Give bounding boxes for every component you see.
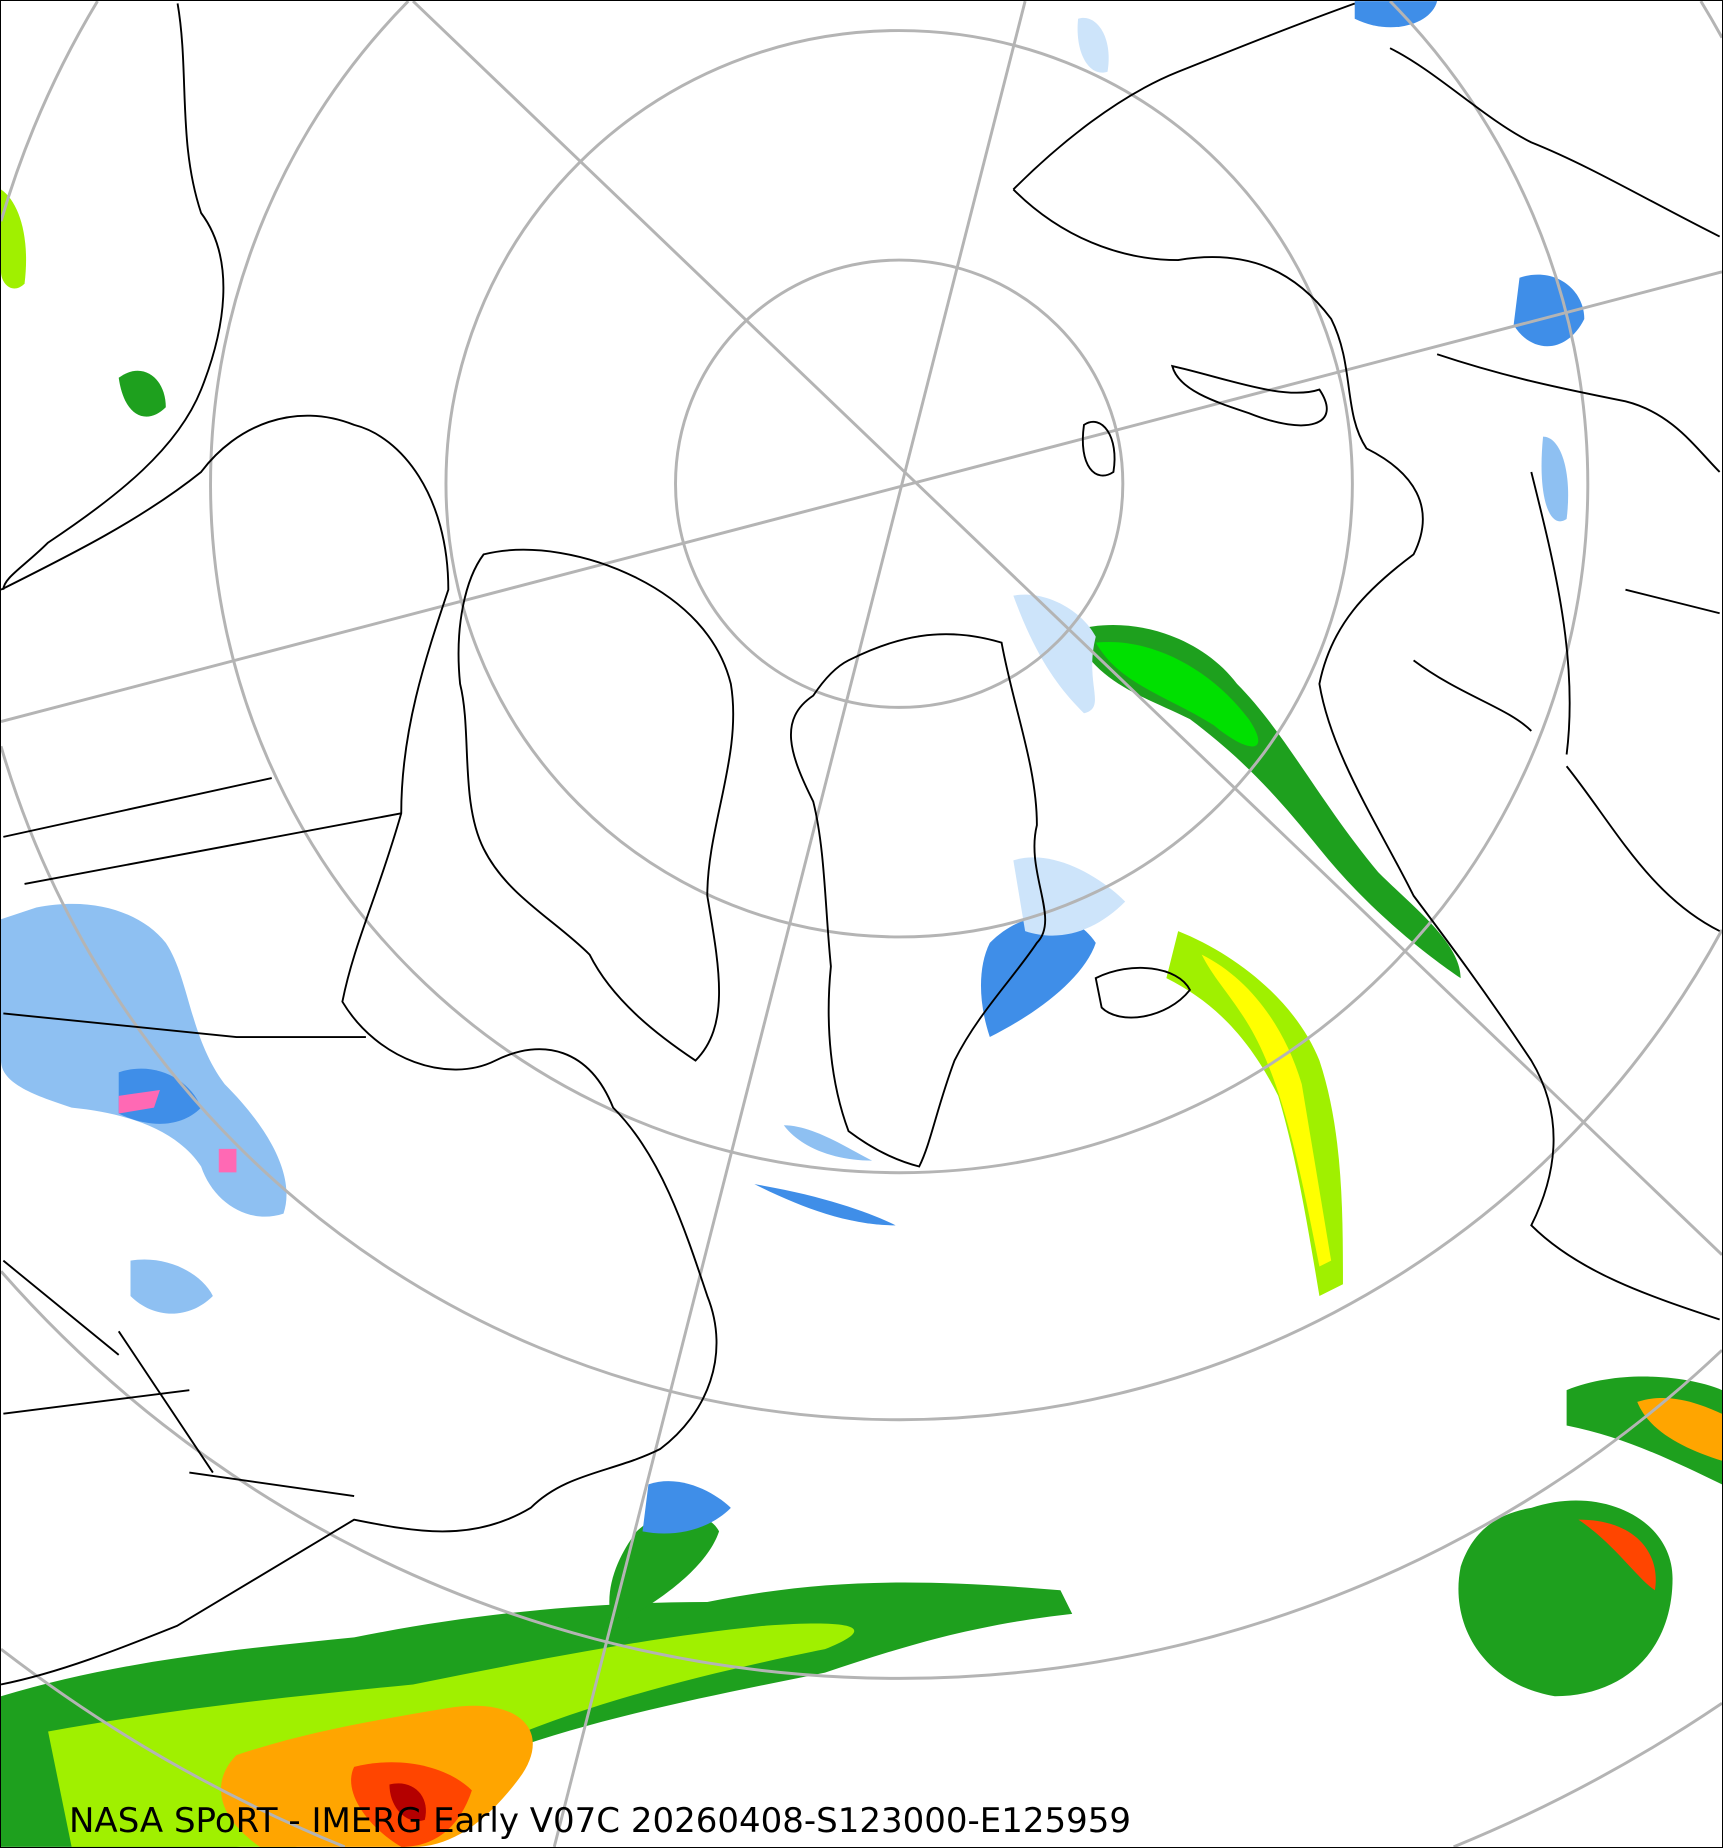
meridian-line xyxy=(411,1,1722,1256)
precip-michigan xyxy=(130,1259,213,1314)
meridian-line xyxy=(552,1,1027,1847)
greenland-coast xyxy=(790,633,1047,1168)
precip-greenland-northeast xyxy=(1013,594,1096,714)
precip-russia-light xyxy=(1541,436,1569,522)
coastlines xyxy=(1,2,1721,1686)
precip-north-atlantic-band xyxy=(1072,625,1461,979)
precip-atlantic-south-intense xyxy=(389,1783,426,1821)
north-america-coast xyxy=(1,414,718,1686)
latitude-circle xyxy=(1,1,1722,1422)
precip-siberia xyxy=(1354,1,1438,28)
novaya-zemlya-coast xyxy=(1170,364,1328,427)
precip-russia-snow xyxy=(1513,274,1585,347)
precip-east-atlantic-cyclone-core xyxy=(1578,1519,1656,1591)
precip-pacific-west xyxy=(1,189,27,289)
precip-north-atlantic-core xyxy=(1095,642,1259,747)
latitude-circle xyxy=(209,1,1590,1175)
alaska-coast xyxy=(2,3,225,590)
precip-great-lakes-mixed xyxy=(118,1089,160,1114)
precip-great-lakes-mixed-2 xyxy=(218,1148,237,1173)
precip-pacific-aleutian xyxy=(118,370,166,417)
meridian-line xyxy=(1,270,1722,723)
precip-cyclone-arc-core xyxy=(1201,954,1332,1267)
eurasia-coast xyxy=(1012,2,1720,1321)
precip-greenland-east-light xyxy=(1013,857,1126,936)
latitude-circle xyxy=(1,1270,1722,1680)
precip-east-atlantic-cyclone xyxy=(1458,1500,1673,1697)
precip-iberia-core xyxy=(1637,1397,1722,1461)
precip-labrador-sea-light xyxy=(783,1125,873,1161)
iceland-coast xyxy=(1094,967,1192,1019)
europe-borders xyxy=(1389,47,1721,932)
precip-labrador-sea-streak xyxy=(754,1184,896,1226)
latitude-circle xyxy=(444,29,1354,939)
us-state-borders xyxy=(2,777,402,1498)
canadian-archipelago xyxy=(457,548,735,1062)
precip-newfoundland xyxy=(609,1513,720,1626)
precip-great-lakes xyxy=(1,903,287,1217)
precip-newfoundland-snow xyxy=(642,1481,731,1534)
precip-arctic-light xyxy=(1077,17,1109,73)
precip-greenland-east xyxy=(980,916,1096,1038)
svalbard-coast xyxy=(1081,420,1116,477)
latitude-circle xyxy=(674,258,1125,709)
map-caption: NASA SPoRT - IMERG Early V07C 20260408-S… xyxy=(69,1801,1132,1841)
